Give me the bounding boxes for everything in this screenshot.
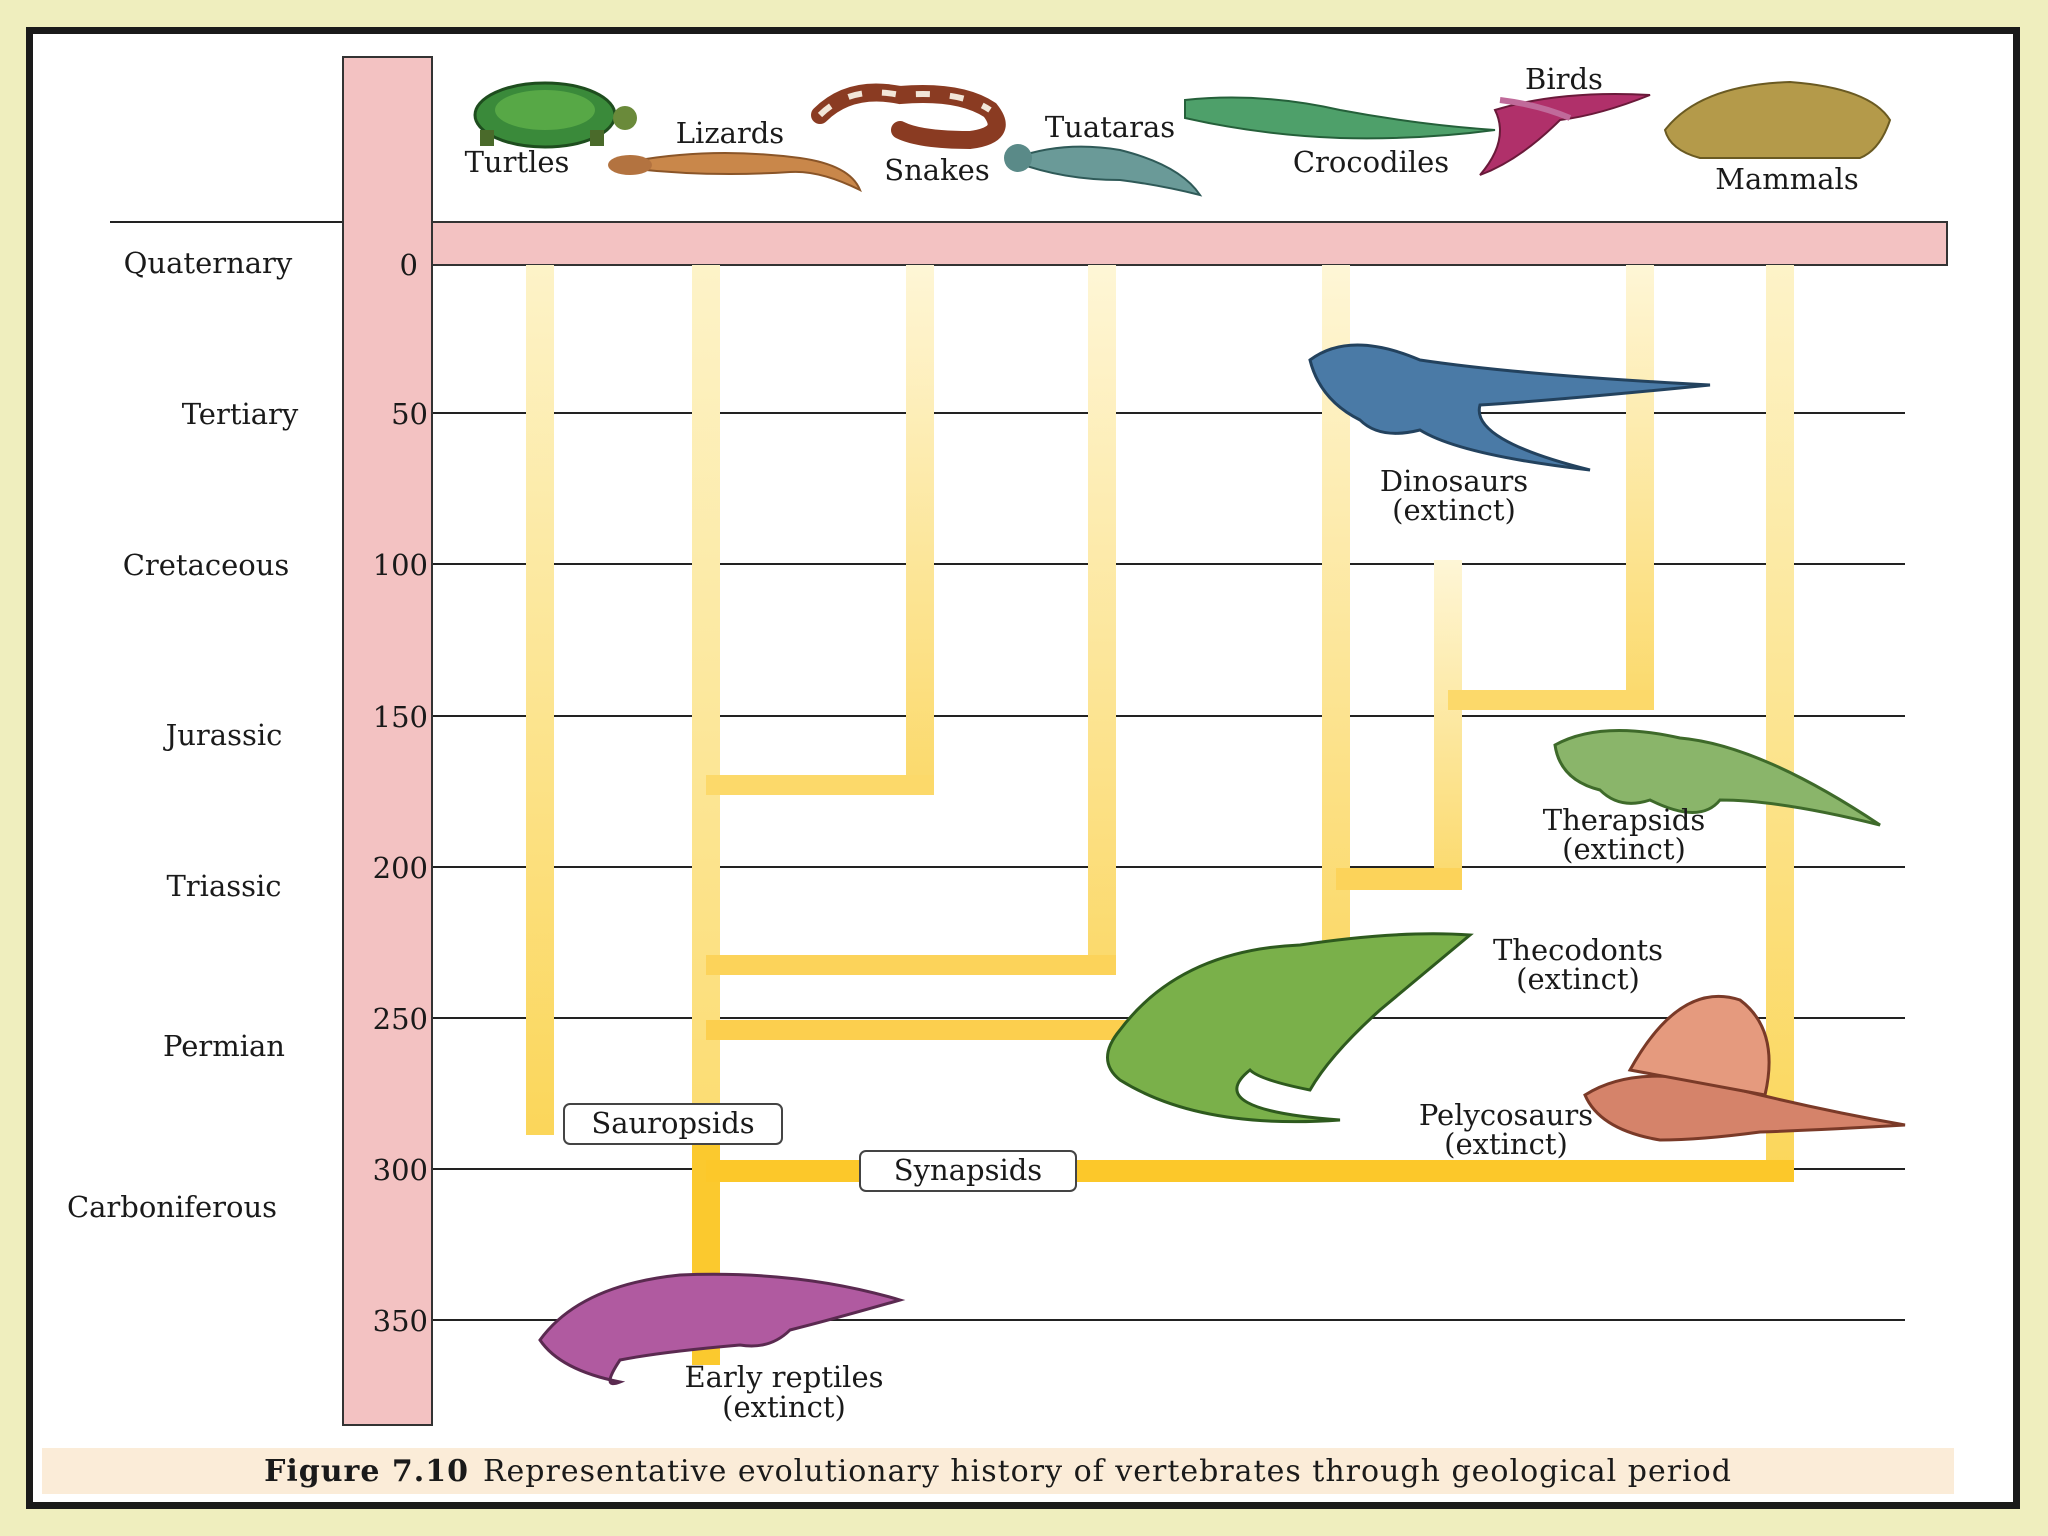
branch-mammals	[1766, 265, 1794, 1180]
snake-icon	[811, 83, 1006, 150]
branch-dinosaurs	[1434, 560, 1462, 890]
tick-labels: 0 50 100 150 200 250 300 350	[373, 248, 428, 1338]
dinosaur-icon	[1308, 343, 1711, 472]
tick-label: 300	[373, 1153, 428, 1187]
period-carboniferous: Carboniferous	[67, 1190, 277, 1224]
label-thecodonts-status: (extinct)	[1516, 962, 1640, 996]
label-thecodonts: Thecodonts	[1493, 933, 1663, 967]
label-mammals: Mammals	[1715, 162, 1858, 196]
extinct-labels: Dinosaurs (extinct) Therapsids (extinct)…	[684, 464, 1705, 1424]
tick-label: 50	[391, 397, 428, 431]
label-lizards: Lizards	[676, 116, 784, 150]
mammal-icon	[1663, 80, 1892, 159]
label-tuataras: Tuataras	[1045, 110, 1175, 144]
label-turtles: Turtles	[465, 145, 570, 179]
time-bar	[342, 56, 433, 1426]
tick-label: 100	[373, 548, 428, 582]
branch-archosaur-join	[706, 1020, 1126, 1040]
branch-croc-dino-join	[1336, 868, 1462, 890]
therapsid-icon	[1553, 728, 1881, 827]
crocodile-icon	[1184, 96, 1496, 140]
period-triassic: Triassic	[166, 869, 281, 903]
pelycosaur-icon	[1583, 994, 1906, 1142]
label-pelycosaurs: Pelycosaurs	[1419, 1098, 1593, 1132]
clade-sauropsids: Sauropsids	[563, 1103, 783, 1145]
label-early-reptiles: Early reptiles	[684, 1360, 883, 1394]
branch-tuataras-join	[706, 955, 1116, 975]
group-labels: Turtles Lizards Snakes Tuataras Crocodil…	[465, 62, 1859, 196]
caption-label: Figure 7.10	[264, 1453, 469, 1489]
tick-label: 350	[373, 1304, 428, 1338]
lizard-icon	[608, 152, 862, 193]
label-birds: Birds	[1525, 62, 1603, 96]
period-quaternary: Quaternary	[124, 246, 293, 280]
label-pelycosaurs-status: (extinct)	[1444, 1127, 1568, 1161]
caption-text: Representative evolutionary history of v…	[482, 1453, 1732, 1489]
label-early-reptiles-status: (extinct)	[722, 1390, 846, 1424]
early-reptile-icon	[538, 1272, 906, 1386]
tick-label: 150	[373, 700, 428, 734]
label-crocodiles: Crocodiles	[1293, 145, 1449, 179]
label-therapsids-status: (extinct)	[1562, 832, 1686, 866]
period-cretaceous: Cretaceous	[123, 548, 290, 582]
clade-synapsids: Synapsids	[859, 1150, 1077, 1192]
branch-turtles	[526, 265, 554, 1135]
turtle-icon	[473, 81, 637, 149]
tuatara-icon	[1004, 144, 1203, 197]
label-snakes: Snakes	[884, 153, 989, 187]
period-labels: Quaternary Tertiary Cretaceous Jurassic …	[67, 246, 299, 1224]
present-bar	[431, 221, 1948, 266]
label-therapsids: Therapsids	[1543, 803, 1706, 837]
period-tertiary: Tertiary	[182, 397, 299, 431]
branches	[526, 265, 1794, 1365]
clade-label-synapsids: Synapsids	[894, 1153, 1042, 1187]
figure-caption: Figure 7.10 Representative evolutionary …	[42, 1448, 1954, 1494]
tick-label: 0	[400, 248, 418, 282]
branch-birds-join	[1448, 690, 1654, 710]
tick-label: 200	[373, 851, 428, 885]
period-jurassic: Jurassic	[163, 718, 283, 752]
branch-birds	[1626, 265, 1654, 710]
period-permian: Permian	[163, 1029, 285, 1063]
bird-icon	[1479, 93, 1651, 176]
thecodont-icon	[1106, 932, 1474, 1124]
branch-snakes	[906, 265, 934, 793]
label-dinosaurs-status: (extinct)	[1392, 493, 1516, 527]
tick-label: 250	[373, 1002, 428, 1036]
label-dinosaurs: Dinosaurs	[1380, 464, 1528, 498]
branch-tuataras	[1088, 265, 1116, 975]
clade-label-sauropsids: Sauropsids	[591, 1106, 754, 1140]
branch-snakes-join	[706, 775, 934, 795]
